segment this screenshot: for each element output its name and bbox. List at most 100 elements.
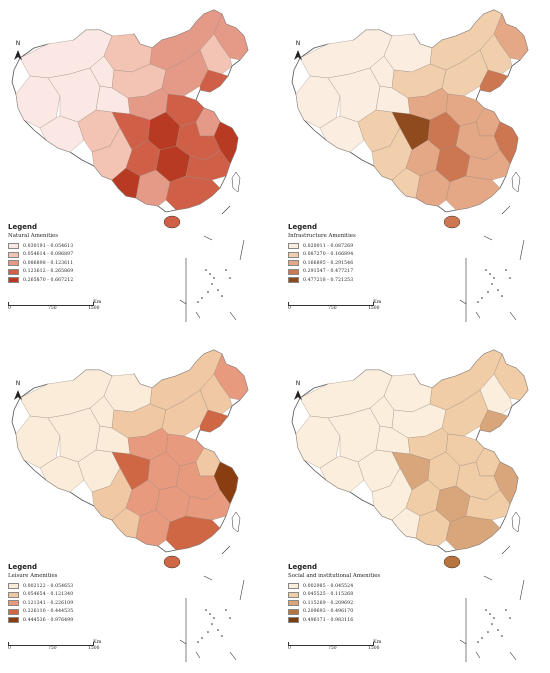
island-dot [205, 269, 207, 271]
north-label: N [295, 40, 301, 47]
legend-label: 0.002122 - 0.054653 [23, 583, 74, 589]
island-dot [497, 629, 499, 631]
region [479, 69, 509, 93]
island-dot [209, 273, 211, 275]
legend-label: 0.265870 - 0.667212 [23, 277, 74, 283]
island-dot [505, 269, 507, 271]
map-panel-infrastructure: N Legend Infrastructure Amenities 0.020011 … [280, 0, 550, 330]
legend: Legend Natural Amenities 0.030191 - 0.0546… [8, 223, 148, 285]
scale-line [8, 302, 94, 306]
legend-item: 0.030191 - 0.054613 [8, 242, 148, 251]
region [415, 509, 451, 547]
legend-label: 0.002985 - 0.045524 [303, 583, 354, 589]
legend-item: 0.265870 - 0.667212 [8, 276, 148, 285]
legend-title: Legend [8, 563, 37, 571]
legend-label: 0.121341 - 0.226109 [23, 600, 74, 606]
legend-swatch [288, 243, 299, 250]
legend-title: Legend [288, 563, 317, 571]
legend-label: 0.444536 - 0.976499 [23, 617, 74, 623]
hainan-island [443, 215, 461, 229]
nine-dash-line [465, 205, 525, 322]
region [319, 455, 365, 493]
region [199, 69, 229, 93]
island-dot [491, 623, 493, 625]
legend-label: 0.054654 - 0.121340 [23, 592, 74, 598]
island-dot [201, 297, 203, 299]
hainan-island [163, 555, 181, 569]
scale-tick-label: 0 [8, 646, 11, 651]
region [445, 175, 501, 211]
island-dot [201, 637, 203, 639]
island-dot [487, 291, 489, 293]
nine-dash-line [185, 545, 245, 662]
scale-tick-label: 750 [48, 306, 57, 311]
legend-item: 0.002985 - 0.045524 [288, 582, 428, 591]
legend-item: 0.115269 - 0.209692 [288, 599, 428, 608]
legend-swatch [288, 583, 299, 590]
legend-label: 0.496171 - 0.983116 [303, 617, 354, 623]
island-dot [493, 277, 495, 279]
taiwan-island [511, 511, 521, 533]
sea-boundary-mark [459, 299, 517, 321]
legend-swatch [288, 260, 299, 267]
island-dot [197, 301, 199, 303]
island-dot [225, 269, 227, 271]
legend-swatch [8, 600, 19, 607]
north-label: N [295, 380, 301, 387]
island-dot [209, 613, 211, 615]
region [39, 455, 85, 493]
choropleth-map [11, 349, 249, 662]
legend-swatch [288, 268, 299, 275]
region [415, 169, 451, 207]
scale-line [288, 302, 374, 306]
taiwan-island [231, 171, 241, 193]
legend-swatch [288, 608, 299, 615]
island-dot [217, 289, 219, 291]
north-arrow-icon [14, 390, 22, 400]
choropleth-map [291, 9, 529, 322]
scale-tick-label: 0 [288, 306, 291, 311]
legend-label: 0.123612 - 0.265869 [23, 269, 74, 275]
island-dot [493, 617, 495, 619]
island-dot [485, 609, 487, 611]
choropleth-map [291, 349, 529, 662]
legend-label: 0.030191 - 0.054613 [23, 243, 74, 249]
island-dot [197, 641, 199, 643]
island-dot [497, 289, 499, 291]
map-panel-social: N Legend Social and institutional Amenitie… [280, 340, 550, 670]
scale-tick-label: 750 [48, 646, 57, 651]
region [39, 115, 85, 153]
legend-swatch [288, 617, 299, 624]
island-dot [211, 623, 213, 625]
scale-bar: 0 750 1500 Km [8, 639, 102, 656]
scale-unit: Km [93, 299, 102, 305]
map-panel-leisure: N Legend Leisure Amenities 0.002122 - 0.054… [0, 340, 270, 670]
legend-item: 0.054654 - 0.121340 [8, 591, 148, 600]
sea-boundary-mark [179, 639, 237, 661]
island-dot [485, 269, 487, 271]
legend-swatch [8, 260, 19, 267]
scale-tick-label: 1500 [368, 306, 380, 311]
legend-swatch [288, 251, 299, 258]
island-dot [221, 295, 223, 297]
legend-item: 0.444536 - 0.976499 [8, 616, 148, 625]
legend-swatch [288, 600, 299, 607]
north-arrow-icon [14, 50, 22, 60]
island-dot [487, 631, 489, 633]
legend-swatch [8, 617, 19, 624]
scale-tick-label: 0 [8, 306, 11, 311]
taiwan-island [231, 511, 241, 533]
legend-label: 0.020011 - 0.087269 [303, 243, 354, 249]
scale-unit: Km [93, 639, 102, 645]
island-dot [213, 617, 215, 619]
legend-label: 0.291547 - 0.477217 [303, 269, 354, 275]
island-dot [211, 283, 213, 285]
legend-item: 0.045525 - 0.115268 [288, 591, 428, 600]
north-arrow-icon [294, 390, 302, 400]
island-dot [225, 609, 227, 611]
scale-tick-label: 1500 [368, 646, 380, 651]
region [135, 169, 171, 207]
island-dot [229, 277, 231, 279]
legend-swatch [288, 277, 299, 284]
island-dot [509, 277, 511, 279]
